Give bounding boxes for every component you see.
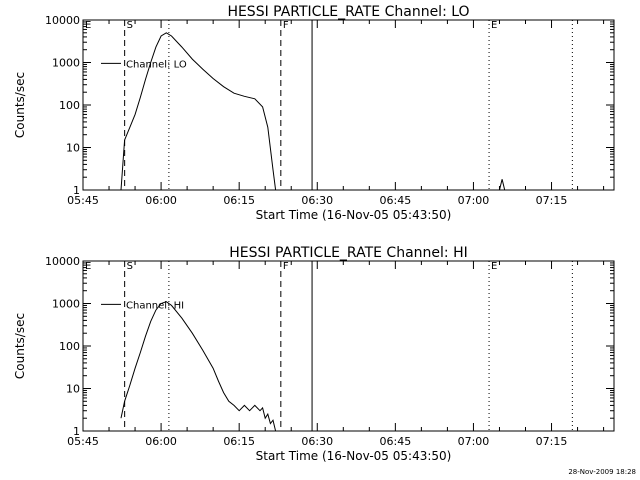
series-line: [120, 301, 277, 432]
event-marker: S: [127, 261, 133, 272]
plot-frame: [82, 260, 615, 432]
y-axis-label: Counts/sec: [13, 313, 27, 379]
y-tick-label: 1000: [52, 57, 80, 70]
event-marker: E: [491, 261, 497, 272]
x-tick-label: 07:00: [458, 194, 490, 207]
y-tick-label: 10: [66, 142, 80, 155]
y-tick-label: 10: [66, 383, 80, 396]
y-axis-label: Counts/sec: [13, 72, 27, 138]
x-tick-label: 05:45: [67, 435, 99, 448]
x-tick-label: 06:45: [380, 194, 412, 207]
y-tick-label: 10000: [45, 255, 80, 268]
y-tick-label: 1000: [52, 298, 80, 311]
chart-title: HESSI PARTICLE_RATE Channel: HI: [229, 245, 467, 261]
event-marker: E: [85, 261, 91, 272]
event-marker: F: [283, 261, 289, 272]
legend-label: Channel: HI: [126, 300, 184, 311]
series-line: [120, 32, 277, 191]
x-axis-label: Start Time (16-Nov-05 05:43:50): [256, 208, 452, 222]
plot-frame: [82, 19, 615, 191]
y-tick-label: 100: [59, 340, 80, 353]
chart-panel-2: HESSI PARTICLE_RATE Channel: HI 1 10 100 100…: [13, 245, 615, 463]
y-tick-label: 10000: [45, 14, 80, 27]
x-tick-label: 07:15: [536, 194, 568, 207]
series-line-spike: [499, 179, 506, 191]
event-marker: F: [283, 20, 289, 31]
x-tick-label: 06:30: [301, 435, 333, 448]
y-tick-label: 100: [59, 99, 80, 112]
chart-title: HESSI PARTICLE_RATE Channel: LO: [227, 4, 469, 20]
x-tick-label: 06:30: [301, 194, 333, 207]
x-tick-label: 06:00: [145, 194, 177, 207]
event-marker: E: [85, 20, 91, 31]
chart-panel-1: HESSI PARTICLE_RATE Channel: LO 1 10 100 100…: [13, 4, 615, 222]
x-tick-label: 07:00: [458, 435, 490, 448]
event-marker: S: [127, 20, 133, 31]
x-tick-label: 07:15: [536, 435, 568, 448]
x-tick-label: 05:45: [67, 194, 99, 207]
print-timestamp: 28-Nov-2009 18:28: [568, 468, 636, 476]
y-tick-label: 1: [73, 425, 80, 438]
x-axis-label: Start Time (16-Nov-05 05:43:50): [256, 449, 452, 463]
x-tick-label: 06:45: [380, 435, 412, 448]
x-tick-label: 06:00: [145, 435, 177, 448]
x-tick-label: 06:15: [223, 194, 255, 207]
x-tick-label: 06:15: [223, 435, 255, 448]
event-marker: E: [491, 20, 497, 31]
y-tick-label: 1: [73, 184, 80, 197]
legend-label: Channel: LO: [126, 59, 187, 70]
